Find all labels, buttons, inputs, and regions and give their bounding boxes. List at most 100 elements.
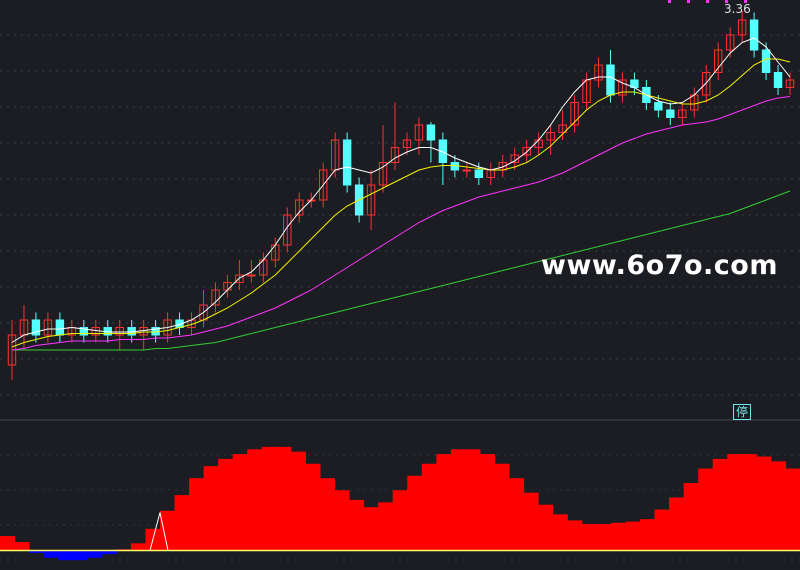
indicator-bar bbox=[407, 475, 423, 551]
indicator-bar bbox=[625, 521, 641, 551]
candle-body bbox=[474, 169, 484, 178]
indicator-bar bbox=[421, 463, 437, 551]
indicator-bar bbox=[320, 478, 336, 551]
indicator-bar bbox=[276, 446, 292, 551]
indicator-bar bbox=[87, 550, 103, 558]
candle-body bbox=[713, 49, 723, 73]
indicator-bar bbox=[203, 466, 219, 551]
candle-body bbox=[773, 72, 783, 88]
candle-body bbox=[390, 147, 400, 163]
candle-body bbox=[378, 162, 388, 186]
indicator-bar bbox=[756, 456, 772, 551]
candle-body bbox=[318, 169, 328, 201]
ma-mid-line bbox=[11, 58, 791, 348]
indicator-bar bbox=[378, 502, 394, 551]
indicator-bar bbox=[43, 550, 59, 558]
candle-body bbox=[570, 102, 579, 126]
indicator-bar bbox=[189, 478, 205, 551]
indicator-bar bbox=[654, 509, 670, 551]
indicator-bar bbox=[160, 510, 176, 551]
candle-body bbox=[295, 199, 304, 216]
ma-long-line bbox=[11, 96, 791, 351]
indicator-bar bbox=[450, 449, 466, 551]
candle-body bbox=[678, 109, 687, 118]
indicator-bar bbox=[130, 543, 146, 551]
candle-body bbox=[725, 34, 735, 51]
indicator-bar bbox=[0, 536, 16, 551]
candle-body bbox=[594, 64, 603, 81]
candle-body bbox=[522, 147, 531, 156]
candle-body bbox=[342, 139, 352, 186]
top-marker-dot bbox=[668, 0, 671, 3]
indicator-bar bbox=[334, 490, 350, 551]
high-price-label: 3.36 bbox=[724, 2, 751, 16]
candle-body bbox=[785, 79, 795, 88]
ma-xlong-line bbox=[12, 190, 791, 351]
indicator-spike bbox=[149, 512, 169, 551]
indicator-bar bbox=[14, 542, 30, 551]
indicator-bar bbox=[552, 514, 568, 551]
candle-body bbox=[211, 289, 220, 306]
indicator-bar bbox=[305, 463, 321, 551]
indicator-bar bbox=[261, 446, 277, 551]
indicator-bar bbox=[174, 495, 190, 551]
top-marker-dot bbox=[706, 0, 709, 3]
candle-body bbox=[115, 327, 124, 336]
indicator-bar bbox=[247, 449, 263, 551]
candle-body bbox=[55, 319, 65, 336]
indicator-bar bbox=[363, 507, 379, 551]
top-marker-dot bbox=[744, 0, 747, 3]
candle-body bbox=[737, 19, 747, 36]
indicator-bar bbox=[567, 520, 583, 551]
candle-body bbox=[558, 124, 567, 133]
indicator-bar bbox=[523, 492, 539, 551]
indicator-bar bbox=[509, 478, 525, 551]
candle-body bbox=[749, 19, 759, 51]
indicator-bar bbox=[596, 524, 612, 551]
candle-body bbox=[402, 139, 412, 148]
indicator-bar bbox=[72, 550, 88, 561]
indicator-bar bbox=[610, 522, 626, 551]
candle-body bbox=[438, 139, 448, 163]
candle-body bbox=[761, 49, 771, 73]
indicator-bar bbox=[29, 550, 45, 553]
indicator-bar bbox=[290, 451, 306, 551]
indicator-bar bbox=[349, 499, 365, 551]
indicator-bar bbox=[727, 454, 743, 551]
watermark-text: www.6o7o.com bbox=[541, 250, 778, 281]
indicator-bar bbox=[232, 454, 248, 551]
indicator-bar bbox=[465, 449, 481, 551]
candle-body bbox=[654, 102, 663, 111]
candle-body bbox=[247, 274, 256, 277]
indicator-bar bbox=[581, 524, 597, 551]
indicator-bar bbox=[392, 490, 408, 551]
candle-body bbox=[546, 132, 555, 141]
indicator-bar bbox=[101, 550, 117, 555]
candle-body bbox=[702, 72, 711, 96]
indicator-bar bbox=[436, 454, 452, 551]
top-marker-dot bbox=[725, 0, 728, 3]
candle-body bbox=[414, 124, 424, 141]
halt-badge: 停 bbox=[733, 404, 752, 420]
indicator-bar bbox=[683, 483, 699, 551]
indicator-panel bbox=[0, 446, 800, 561]
candle-body bbox=[618, 79, 627, 96]
indicator-bar bbox=[698, 468, 714, 551]
indicator-bar bbox=[669, 497, 685, 551]
indicator-bar bbox=[741, 454, 757, 551]
indicator-bar bbox=[770, 461, 786, 551]
indicator-bar bbox=[58, 550, 74, 561]
candle-body bbox=[235, 274, 244, 283]
indicator-bar bbox=[785, 468, 800, 551]
candle-body bbox=[79, 327, 89, 336]
indicator-bar bbox=[480, 454, 496, 551]
top-marker-dot bbox=[687, 0, 690, 3]
indicator-bar bbox=[494, 463, 510, 551]
candle-body bbox=[366, 184, 376, 216]
candle-body bbox=[43, 319, 53, 336]
candle-body bbox=[666, 109, 675, 118]
candle-body bbox=[462, 169, 472, 172]
ma-short-line bbox=[11, 37, 791, 343]
candle-body bbox=[31, 319, 41, 336]
